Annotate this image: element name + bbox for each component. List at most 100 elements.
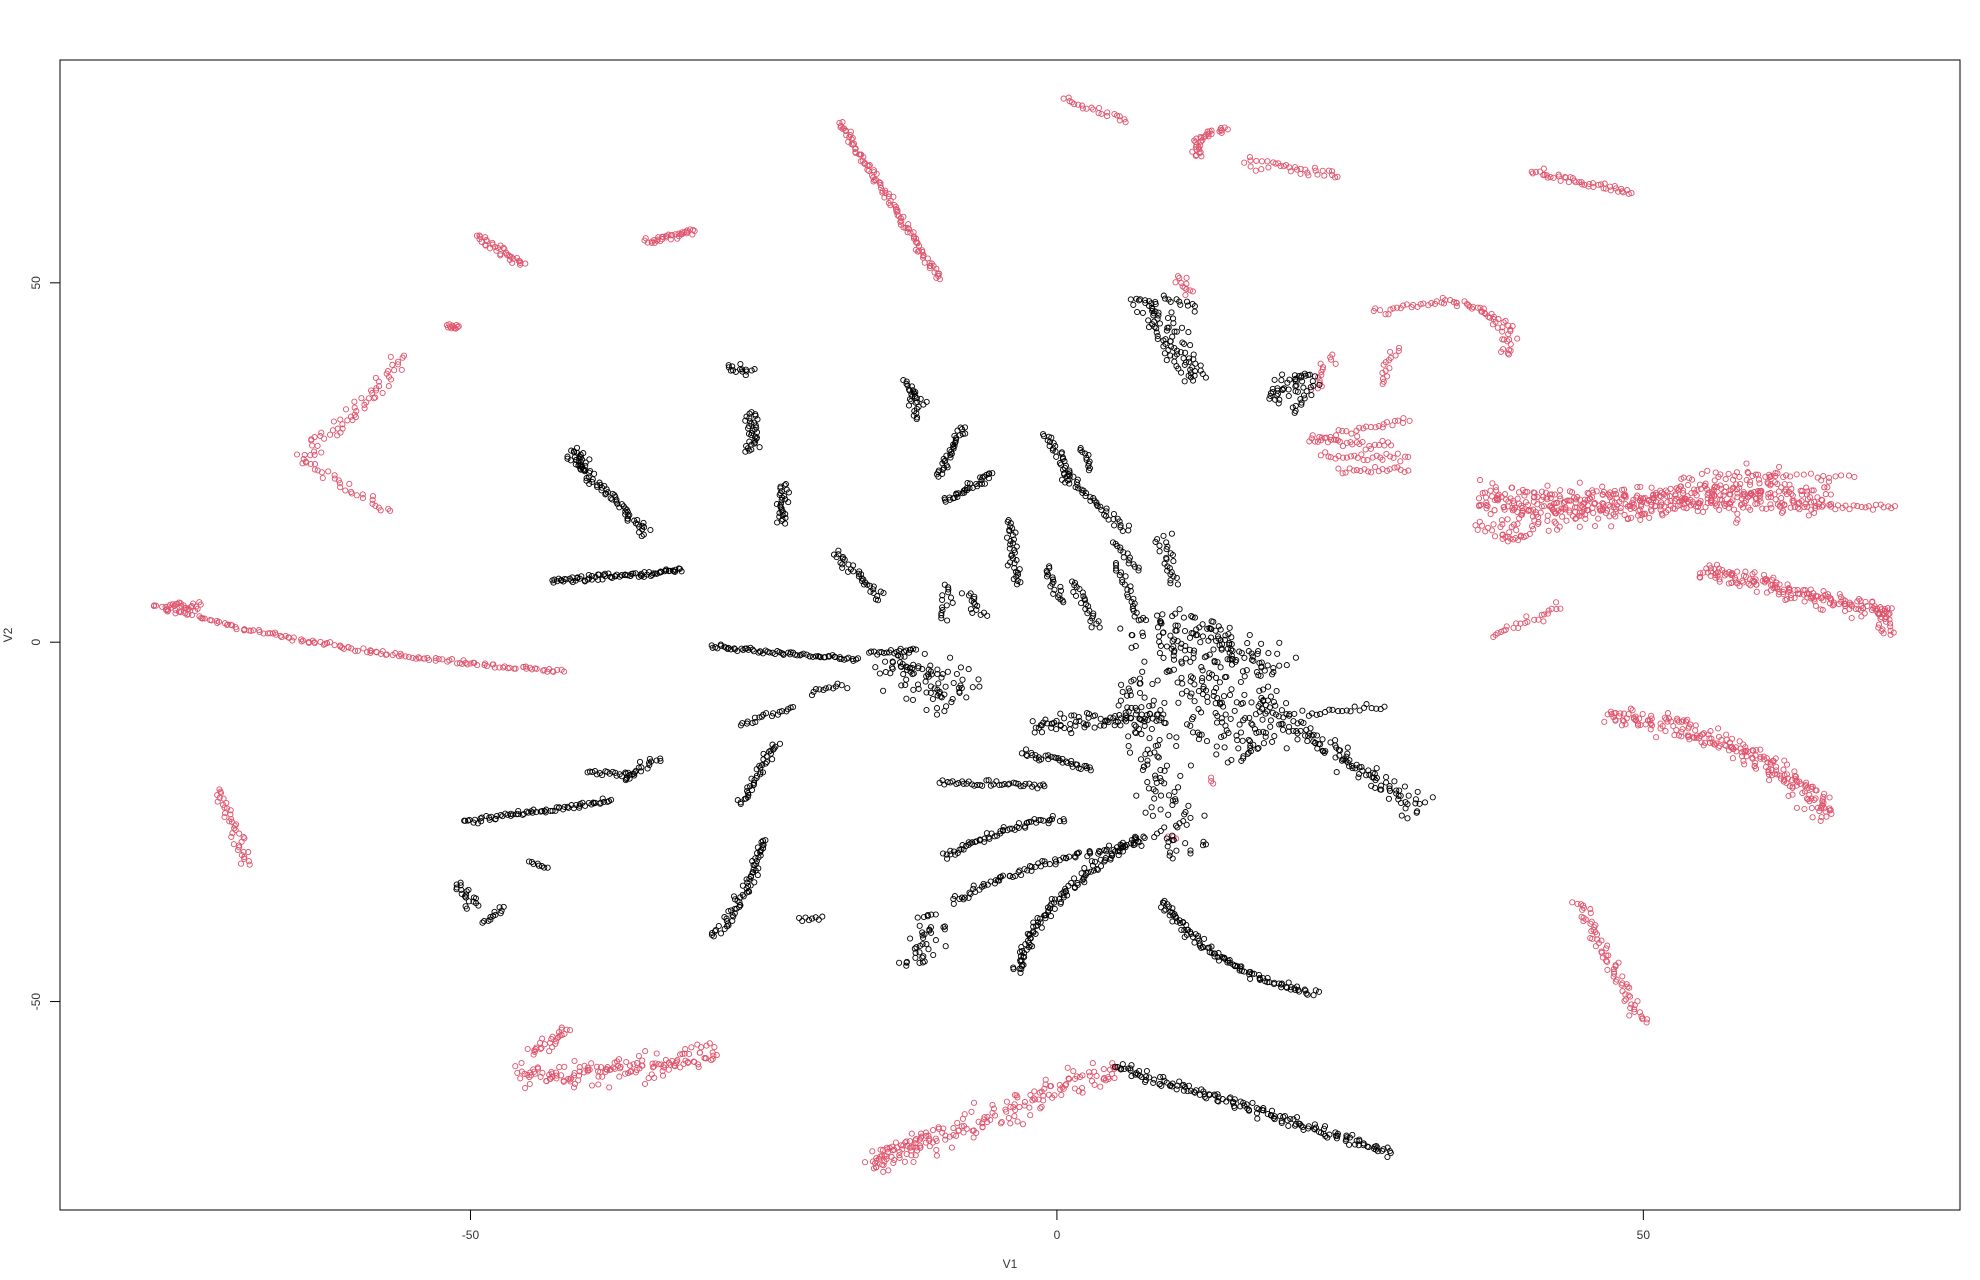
data-point: [1011, 1101, 1018, 1108]
data-point: [852, 145, 859, 152]
data-point: [1531, 616, 1538, 623]
data-point: [245, 849, 252, 856]
data-point: [1690, 734, 1697, 741]
data-point: [1783, 472, 1790, 479]
data-point: [1626, 1012, 1633, 1019]
data-point: [1679, 726, 1686, 733]
data-point: [1572, 499, 1579, 506]
data-point: [727, 646, 734, 653]
data-point: [933, 711, 941, 718]
data-point: [1683, 505, 1690, 512]
data-point: [1636, 497, 1643, 504]
data-point: [1548, 605, 1555, 612]
data-point: [311, 451, 318, 458]
data-point: [1771, 479, 1779, 486]
data-point: [709, 1055, 716, 1063]
data-point: [457, 879, 464, 886]
data-point: [1489, 480, 1496, 487]
data-point: [890, 1159, 897, 1167]
data-point: [819, 913, 826, 920]
data-point: [475, 902, 482, 909]
data-point: [320, 641, 327, 648]
data-point: [1113, 565, 1120, 572]
data-point: [1025, 818, 1033, 826]
data-point: [1068, 712, 1075, 719]
data-point: [1160, 711, 1167, 718]
data-point: [782, 520, 789, 527]
data-point: [289, 637, 296, 644]
data-point: [979, 782, 986, 789]
data-point: [1729, 755, 1736, 762]
data-point: [760, 845, 767, 852]
data-point: [1339, 454, 1347, 461]
data-point: [1821, 790, 1828, 797]
data-point: [1343, 454, 1350, 461]
data-point: [942, 683, 949, 690]
data-point: [517, 1075, 524, 1082]
data-point: [622, 1070, 629, 1077]
data-point: [1648, 508, 1655, 515]
data-point: [709, 929, 716, 937]
data-point: [1347, 453, 1354, 460]
data-point: [1887, 627, 1894, 634]
data-point: [1358, 451, 1365, 458]
data-point: [944, 855, 951, 862]
data-point: [1116, 518, 1123, 525]
data-point: [309, 637, 316, 644]
data-point: [1031, 781, 1038, 788]
data-point: [1021, 954, 1028, 961]
data-point: [515, 807, 522, 815]
data-point: [635, 764, 642, 771]
data-point: [1504, 338, 1511, 345]
data-point: [1756, 480, 1763, 487]
data-point: [1088, 624, 1095, 631]
data-point: [1753, 581, 1760, 588]
data-point: [1670, 723, 1677, 730]
data-point: [1536, 168, 1544, 175]
data-point: [1604, 711, 1611, 718]
data-point: [1593, 488, 1600, 495]
data-point: [1091, 858, 1099, 865]
data-point: [1100, 1066, 1107, 1073]
data-point: [1698, 470, 1705, 477]
data-point: [986, 470, 993, 477]
data-point: [1042, 1076, 1049, 1083]
data-point: [1022, 780, 1029, 787]
data-point: [493, 247, 500, 254]
data-point: [955, 490, 962, 497]
data-point: [1773, 767, 1780, 774]
data-point: [1604, 942, 1611, 949]
data-point: [1820, 588, 1827, 595]
data-point: [1855, 595, 1863, 603]
data-point: [1646, 717, 1653, 724]
data-point: [492, 815, 499, 822]
data-point: [1743, 460, 1750, 467]
data-point: [626, 511, 633, 519]
data-point: [1065, 1076, 1073, 1083]
data-point: [1677, 502, 1684, 509]
data-point: [1729, 497, 1736, 504]
data-point: [1086, 1072, 1093, 1079]
data-point: [754, 416, 761, 423]
data-point: [1569, 489, 1576, 496]
data-point: [1515, 537, 1522, 544]
data-point: [725, 908, 732, 915]
data-point: [1819, 798, 1826, 805]
data-point: [1116, 113, 1123, 120]
data-point: [1391, 417, 1399, 424]
data-point: [1556, 523, 1563, 530]
data-point: [1767, 501, 1774, 508]
data-point: [731, 896, 739, 903]
data-point: [896, 959, 903, 966]
data-point: [1729, 485, 1736, 492]
data-point: [1572, 179, 1579, 186]
data-point: [1014, 1118, 1021, 1125]
data-point: [934, 270, 941, 277]
data-point: [652, 1060, 659, 1067]
data-point: [1334, 173, 1341, 180]
data-point: [843, 132, 850, 139]
data-point: [917, 395, 924, 402]
data-point: [1023, 751, 1030, 759]
data-point: [1771, 770, 1778, 777]
data-point: [909, 671, 916, 678]
